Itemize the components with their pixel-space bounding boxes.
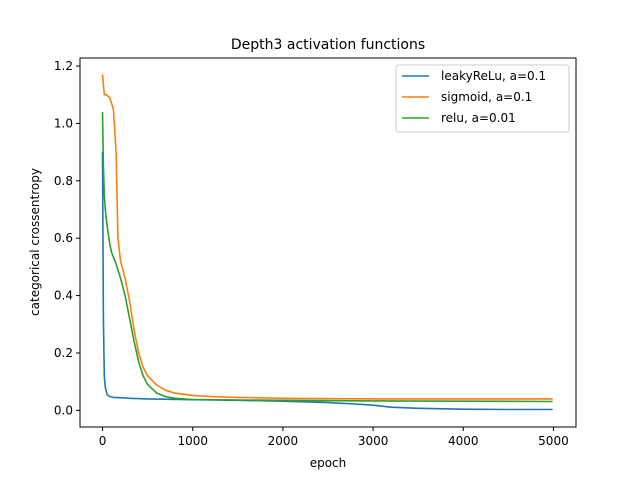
plot-area: [101, 74, 553, 411]
x-tick-label: 3000: [358, 434, 389, 448]
series-line-sigmoid-a-0-1: [101, 74, 553, 400]
legend-label: leakyReLu, a=0.1: [441, 69, 546, 83]
y-axis: 0.0 0.2 0.4 0.6 0.8 1.0 1.2: [54, 59, 80, 417]
x-tick-label: 5000: [538, 434, 569, 448]
legend: leakyReLu, a=0.1 sigmoid, a=0.1 relu, a=0.…: [395, 64, 570, 133]
y-tick-label: 1.2: [54, 59, 73, 73]
series-line-relu-a-0-01: [101, 111, 553, 403]
chart-title: Depth3 activation functions: [231, 37, 425, 53]
series-line-leakyrelu-a-0-1: [101, 152, 553, 411]
legend-label: relu, a=0.01: [441, 111, 516, 125]
x-tick-label: 2000: [268, 434, 299, 448]
x-axis: 0 1000 2000 3000 4000 5000: [99, 427, 569, 448]
y-axis-label: categorical crossentropy: [28, 168, 42, 316]
legend-label: sigmoid, a=0.1: [441, 90, 532, 104]
y-tick-label: 1.0: [54, 116, 73, 130]
x-axis-label: epoch: [310, 456, 347, 470]
legend-frame: [395, 64, 570, 133]
y-tick-label: 0.0: [54, 403, 73, 417]
x-tick-label: 4000: [448, 434, 479, 448]
axes-frame: [79, 57, 577, 428]
y-tick-label: 0.6: [54, 231, 73, 245]
y-tick-label: 0.8: [54, 174, 73, 188]
y-tick-label: 0.2: [54, 346, 73, 360]
x-tick-label: 1000: [177, 434, 208, 448]
x-tick-label: 0: [99, 434, 107, 448]
y-tick-label: 0.4: [54, 289, 73, 303]
